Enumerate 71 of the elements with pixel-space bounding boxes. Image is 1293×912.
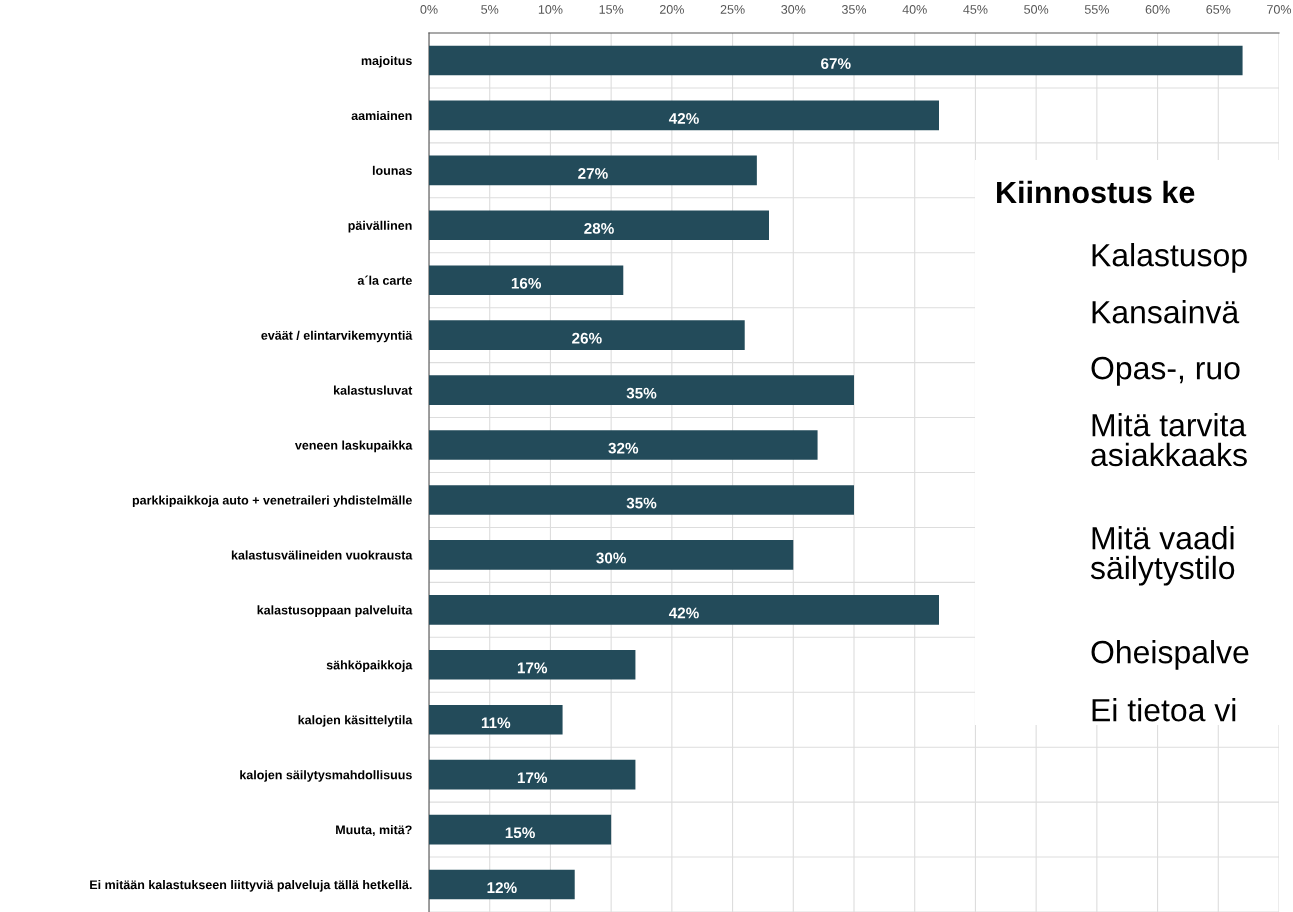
bar (429, 485, 854, 515)
data-label: 28% (584, 222, 614, 234)
bar (429, 100, 939, 131)
annotation: Ei tietoa vi (1092, 698, 1236, 722)
y-tick-label: kalojen käsittelytila (298, 715, 413, 727)
annotation: Mitä vaadi säilytystilo (1090, 526, 1235, 586)
x-tick-label: 20% (659, 5, 684, 14)
data-label: 30% (596, 552, 627, 564)
x-tick-label: 25% (720, 5, 745, 14)
x-tick-label: 50% (1024, 5, 1049, 14)
annotation: Kalastusop (1092, 243, 1247, 273)
x-tick-label: 45% (963, 5, 988, 14)
y-tick-label: aamiainen (351, 110, 412, 121)
x-tick-label: 35% (841, 5, 867, 14)
y-tick-label: kalastusluvat (334, 385, 413, 395)
bar (429, 540, 794, 570)
x-tick-label: 0% (420, 5, 438, 14)
data-label: 35% (626, 497, 657, 509)
annotation: Mitä tarvita asiakkaaks (1091, 413, 1247, 467)
bar (429, 210, 769, 241)
data-label: 17% (517, 772, 548, 784)
data-label: 15% (505, 827, 535, 839)
annotation: Kiinnostus ke (997, 180, 1195, 204)
data-label: 27% (578, 168, 608, 179)
x-tick-label: 30% (781, 5, 806, 14)
data-label: 42% (668, 113, 699, 124)
annotation: Kansainvä (1092, 300, 1240, 324)
data-label: 32% (608, 442, 639, 454)
y-tick-label: veneen laskupaikka (294, 440, 413, 453)
bar (429, 704, 563, 735)
x-tick-label: 65% (1206, 5, 1231, 14)
bar (429, 869, 575, 900)
bar (429, 430, 818, 460)
y-tick-label: eväät / elintarvikemyyntiä (261, 330, 413, 343)
y-tick-label: parkkipaikkoja auto + venetraileri yhdistelmälle (132, 495, 412, 508)
bar (429, 595, 939, 625)
x-tick-label: 15% (599, 5, 624, 14)
x-tick-label: 40% (902, 5, 927, 14)
bar (429, 649, 636, 680)
x-tick-label: 60% (1145, 5, 1170, 14)
y-tick-label: Muuta, mitä? (336, 825, 412, 837)
y-tick-label: a´la carte (357, 275, 412, 285)
data-label: 35% (626, 387, 657, 399)
annotation: Oheispalve (1091, 640, 1249, 670)
data-label: 12% (487, 882, 517, 893)
y-tick-label: Ei mitään kalastukseen liittyviä palveluja tällä hetkellä. (90, 880, 412, 892)
y-tick-label: päivällinen (348, 220, 412, 233)
bar (429, 265, 624, 296)
bar (429, 320, 745, 350)
bar (429, 814, 612, 845)
bar (429, 45, 1243, 76)
y-tick-label: kalastusoppaan palveluita (257, 605, 413, 617)
x-tick-label: 10% (538, 5, 563, 14)
x-tick-label: 70% (1267, 5, 1292, 14)
y-tick-label: sähköpaikkoja (326, 660, 413, 672)
bar (429, 375, 854, 405)
x-tick-label: 5% (481, 5, 499, 14)
annotation: Opas-, ruo (1091, 356, 1240, 386)
data-label: 26% (572, 332, 602, 344)
data-label: 42% (668, 607, 699, 619)
y-tick-label: kalastusvälineiden vuokrausta (231, 550, 413, 560)
bar (429, 155, 757, 186)
y-tick-label: majoitus (361, 55, 412, 68)
bar (429, 759, 636, 790)
data-label: 16% (511, 277, 542, 289)
data-label: 17% (517, 662, 548, 674)
data-label: 11% (481, 717, 511, 729)
y-tick-label: lounas (372, 165, 412, 175)
x-tick-label: 55% (1084, 5, 1109, 14)
data-label: 67% (821, 58, 851, 69)
y-tick-label: kalojen säilytysmahdollisuus (240, 770, 412, 782)
